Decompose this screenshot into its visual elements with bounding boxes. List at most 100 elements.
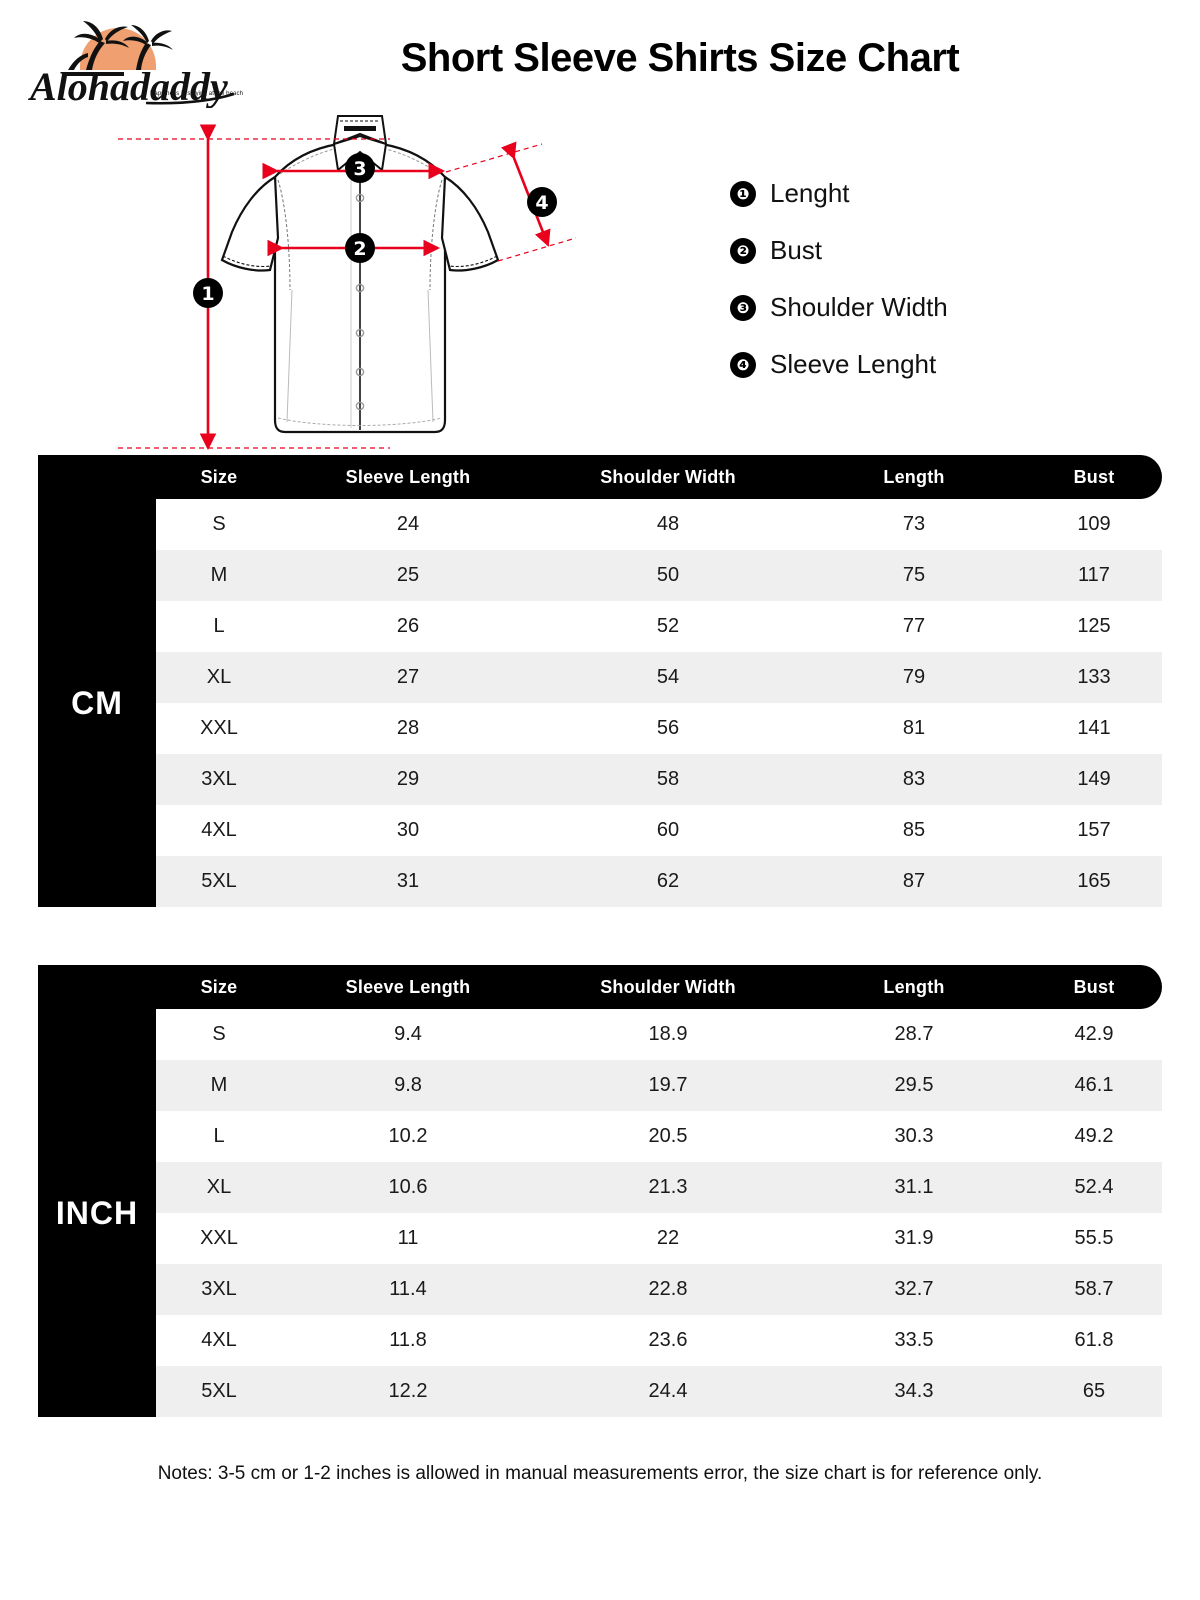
measurement-diagram-zone: 1 2 3 4 ❶ Lenght ❷ Bust — [0, 110, 1200, 455]
table-row: XXL 28 56 81 141 — [38, 703, 1162, 754]
cell-shoulder: 22.8 — [534, 1264, 802, 1315]
col-header-bust: Bust — [1026, 965, 1162, 1009]
legend-label-shoulder-width: Shoulder Width — [770, 292, 948, 322]
cell-sleeve: 24 — [282, 499, 534, 550]
cell-sleeve: 11 — [282, 1213, 534, 1264]
table-row: CM S 24 48 73 109 — [38, 499, 1162, 907]
cell-shoulder: 54 — [534, 652, 802, 703]
table-row: L 26 52 77 125 — [38, 601, 1162, 652]
table-row: XL 27 54 79 133 — [38, 652, 1162, 703]
page-title: Short Sleeve Shirts Size Chart — [400, 36, 960, 80]
cell-sleeve: 11.4 — [282, 1264, 534, 1315]
cell-size: S — [156, 1009, 282, 1060]
table-row: 3XL 11.4 22.8 32.7 58.7 — [38, 1264, 1162, 1315]
svg-text:3: 3 — [353, 158, 366, 180]
cell-size: L — [156, 1111, 282, 1162]
svg-text:2: 2 — [353, 238, 366, 260]
cell-size: 5XL — [156, 1366, 282, 1417]
legend-label-sleeve-length: Sleeve Lenght — [770, 349, 937, 379]
cell-length: 79 — [802, 652, 1026, 703]
cell-bust: 52.4 — [1026, 1162, 1162, 1213]
table-row: L 10.2 20.5 30.3 49.2 — [38, 1111, 1162, 1162]
cell-sleeve: 25 — [282, 550, 534, 601]
callout-1: 1 — [193, 278, 223, 308]
cell-shoulder: 58 — [534, 754, 802, 805]
col-header-length: Length — [802, 965, 1026, 1009]
cell-shoulder: 18.9 — [534, 1009, 802, 1060]
page-header: Alohadaddy Happiness is staying at the b… — [0, 0, 1200, 110]
cell-shoulder: 50 — [534, 550, 802, 601]
cell-bust: 61.8 — [1026, 1315, 1162, 1366]
callout-3: 3 — [345, 153, 375, 183]
table-header-row: Size Sleeve Length Shoulder Width Length… — [38, 455, 1162, 499]
cell-length: 29.5 — [802, 1060, 1026, 1111]
cell-size: XL — [156, 652, 282, 703]
cell-length: 30.3 — [802, 1111, 1026, 1162]
legend-label-length: Lenght — [770, 178, 850, 208]
table-row: M 9.8 19.7 29.5 46.1 — [38, 1060, 1162, 1111]
legend-item-sleeve-length: ❹ Sleeve Lenght — [730, 349, 948, 380]
col-header-sleeve: Sleeve Length — [282, 965, 534, 1009]
cell-bust: 65 — [1026, 1366, 1162, 1417]
col-header-shoulder: Shoulder Width — [534, 965, 802, 1009]
logo-artwork: Alohadaddy — [28, 21, 235, 108]
unit-label-inch: INCH — [38, 1009, 156, 1417]
table-row: 3XL 29 58 83 149 — [38, 754, 1162, 805]
cell-shoulder: 56 — [534, 703, 802, 754]
cell-sleeve: 26 — [282, 601, 534, 652]
cell-length: 83 — [802, 754, 1026, 805]
cell-bust: 133 — [1026, 652, 1162, 703]
unit-label-cm: CM — [38, 499, 156, 907]
cell-sleeve: 27 — [282, 652, 534, 703]
cell-bust: 125 — [1026, 601, 1162, 652]
col-header-sleeve: Sleeve Length — [282, 455, 534, 499]
col-header-size: Size — [156, 455, 282, 499]
cell-shoulder: 60 — [534, 805, 802, 856]
cell-size: XXL — [156, 1213, 282, 1264]
cell-sleeve: 30 — [282, 805, 534, 856]
inch-table-block: Size Sleeve Length Shoulder Width Length… — [38, 965, 1162, 1417]
notes-text: Notes: 3-5 cm or 1-2 inches is allowed i… — [157, 1463, 1043, 1484]
cell-shoulder: 20.5 — [534, 1111, 802, 1162]
measurement-legend: ❶ Lenght ❷ Bust ❸ Shoulder Width ❹ Sleev… — [730, 178, 948, 380]
unit-header-cell — [38, 455, 156, 499]
cell-bust: 58.7 — [1026, 1264, 1162, 1315]
cell-size: 5XL — [156, 856, 282, 907]
legend-item-shoulder-width: ❸ Shoulder Width — [730, 292, 948, 323]
table-gap — [0, 907, 1200, 965]
legend-badge-1: ❶ — [730, 180, 756, 207]
legend-item-length: ❶ Lenght — [730, 178, 948, 209]
table-row: M 25 50 75 117 — [38, 550, 1162, 601]
cell-size: M — [156, 550, 282, 601]
cell-length: 31.9 — [802, 1213, 1026, 1264]
cell-bust: 117 — [1026, 550, 1162, 601]
svg-text:4: 4 — [535, 192, 548, 214]
table-row: 4XL 11.8 23.6 33.5 61.8 — [38, 1315, 1162, 1366]
cell-size: 4XL — [156, 805, 282, 856]
cell-bust: 55.5 — [1026, 1213, 1162, 1264]
unit-header-cell — [38, 965, 156, 1009]
cell-size: XXL — [156, 703, 282, 754]
cell-shoulder: 24.4 — [534, 1366, 802, 1417]
table-row: INCH S 9.4 18.9 28.7 42.9 — [38, 1009, 1162, 1417]
cell-size: 4XL — [156, 1315, 282, 1366]
inch-table-body: INCH S 9.4 18.9 28.7 42.9 M 9.8 19.7 29.… — [38, 1009, 1162, 1417]
cell-size: 3XL — [156, 1264, 282, 1315]
cell-bust: 42.9 — [1026, 1009, 1162, 1060]
cell-length: 34.3 — [802, 1366, 1026, 1417]
cm-size-table: Size Sleeve Length Shoulder Width Length… — [38, 455, 1162, 907]
cell-bust: 149 — [1026, 754, 1162, 805]
brand-logo: Alohadaddy Happiness is staying at the b… — [28, 8, 278, 108]
cell-sleeve: 9.4 — [282, 1009, 534, 1060]
col-header-shoulder: Shoulder Width — [534, 455, 802, 499]
shirt-diagram: 1 2 3 4 — [118, 115, 577, 451]
cell-length: 81 — [802, 703, 1026, 754]
table-row: XL 10.6 21.3 31.1 52.4 — [38, 1162, 1162, 1213]
cell-size: 3XL — [156, 754, 282, 805]
cell-length: 28.7 — [802, 1009, 1026, 1060]
col-header-bust: Bust — [1026, 455, 1162, 499]
legend-item-bust: ❷ Bust — [730, 235, 948, 266]
cell-sleeve: 29 — [282, 754, 534, 805]
cell-sleeve: 10.2 — [282, 1111, 534, 1162]
